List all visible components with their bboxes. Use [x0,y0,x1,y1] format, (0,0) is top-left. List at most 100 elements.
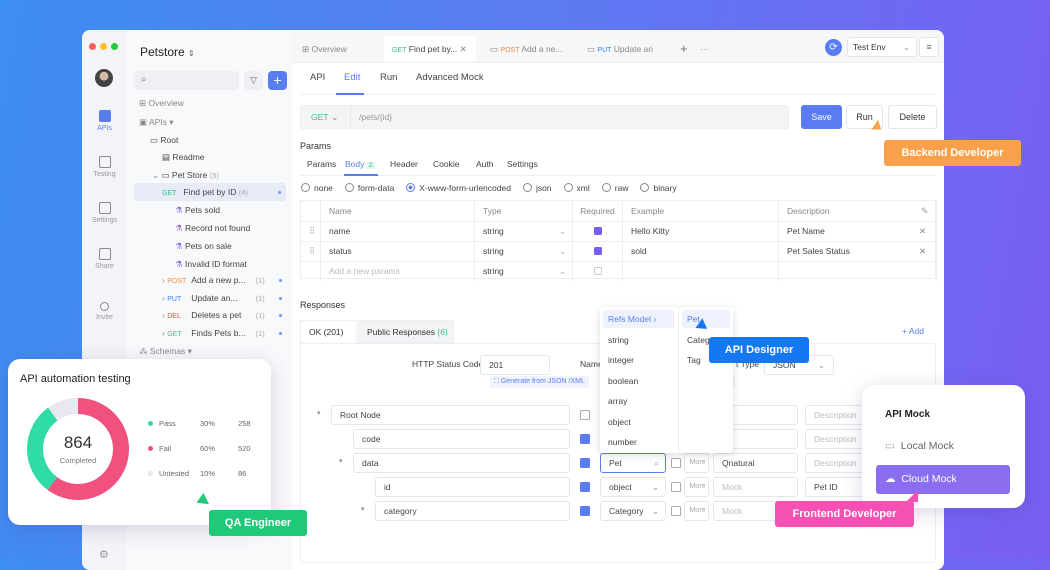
type-option[interactable]: integer [608,355,634,365]
drag-handle-icon[interactable]: ⠿ [309,246,316,256]
more-tabs-button[interactable]: ··· [700,44,709,54]
param-description[interactable]: Pet Name [787,226,825,236]
field-type-select[interactable]: Category ⌄ [600,501,666,521]
new-tab-button[interactable]: + [680,41,688,56]
param-name[interactable]: name [329,226,351,236]
url-input[interactable]: /pets/{id} [359,112,393,122]
delete-button[interactable]: Delete [888,105,937,129]
tree-endpoint[interactable]: › DEL Deletes a pet (1) [127,306,292,324]
rail-item-settings[interactable]: Settings [82,202,127,224]
delete-row-icon[interactable]: ✕ [919,226,927,236]
rail-item-testing[interactable]: Testing [82,156,127,178]
field-name-input[interactable]: data [353,453,570,473]
new-param-input[interactable]: Add a new params [329,266,400,276]
required-checkbox[interactable] [580,458,590,468]
param-name[interactable]: status [329,246,352,256]
method-select[interactable]: GET ⌄ [301,106,351,128]
tree-test-case[interactable]: ⚗ Record not found [127,219,292,237]
params-tab-auth[interactable]: Auth [476,159,494,169]
tab-find-pet[interactable]: GET Find pet by... ✕ [384,36,476,62]
response-tab-ok[interactable]: OK (201) [300,320,357,343]
close-tab-icon[interactable]: ✕ [459,44,467,54]
param-example[interactable]: sold [631,246,647,256]
type-option[interactable]: object [608,417,631,427]
subtab-api[interactable]: API [310,72,326,83]
type-option[interactable]: Refs Model › [608,314,656,324]
type-option[interactable]: boolean [608,376,638,386]
body-type-radio[interactable]: raw [601,183,628,193]
delete-row-icon[interactable]: ✕ [919,246,927,256]
tree-selected-endpoint[interactable]: GET Find pet by ID (4) [134,183,286,201]
required-checkbox[interactable] [580,410,590,420]
description-input[interactable]: Description [805,405,865,425]
params-tab-settings[interactable]: Settings [507,159,538,169]
field-name-input[interactable]: Root Node [331,405,570,425]
tree-apis[interactable]: ▣ APIs ▾ [139,117,174,127]
field-type-select[interactable]: Pet ⌕ [600,453,666,473]
param-description[interactable]: Pet Sales Status [787,246,850,256]
nullable-checkbox[interactable] [671,458,681,468]
required-checkbox[interactable] [594,227,602,235]
body-type-radio[interactable]: form-data [344,183,394,193]
tree-test-case[interactable]: ⚗ Pets on sale [127,237,292,255]
param-type[interactable]: string [483,226,504,236]
rail-item-share[interactable]: Share [82,248,127,270]
add-button[interactable]: + [268,71,287,90]
field-name-input[interactable]: code [353,429,570,449]
more-button[interactable]: More [684,453,709,473]
body-type-radio[interactable]: X-www-form-urlencoded [406,183,511,193]
description-input[interactable]: Pet ID [805,477,865,497]
status-code-input[interactable]: 201 [480,355,550,375]
nullable-checkbox[interactable] [671,482,681,492]
filter-button[interactable]: ▽ [244,71,263,90]
tab-overview[interactable]: ⊞ Overview [294,36,355,62]
project-switcher[interactable]: Petstore ⇕ [140,45,195,59]
add-response-button[interactable]: + Add [902,326,924,336]
tree-endpoint[interactable]: › POST Add a new p... (1) [127,271,292,289]
response-tab-public[interactable]: Public Responses (6) [358,320,454,343]
tree-readme[interactable]: ▤ Readme [127,148,292,166]
avatar[interactable] [95,69,113,87]
required-checkbox[interactable] [580,506,590,516]
collapse-arrow-icon[interactable]: ▾ [361,506,365,513]
required-checkbox[interactable] [594,267,602,275]
tab-add-pet[interactable]: ▭ POST Add a ne... [482,36,571,62]
search-input[interactable]: ⌕ [134,71,239,90]
mock-input[interactable]: Mock [713,477,798,497]
tab-update-pet[interactable]: ▭ PUT Update an [579,36,661,62]
field-name-input[interactable]: id [375,477,570,497]
rail-item-invite[interactable]: Invite [82,302,127,321]
gear-icon[interactable]: ⚙ [99,549,109,561]
more-button[interactable]: More [684,501,709,521]
type-option[interactable]: string [608,335,629,345]
field-name-input[interactable]: category [375,501,570,521]
required-checkbox[interactable] [594,247,602,255]
mock-input[interactable]: Qnatural [713,453,798,473]
save-button[interactable]: Save [801,105,842,129]
nullable-checkbox[interactable] [671,506,681,516]
generate-button[interactable]: ⛶ Generate from JSON /XML [490,376,589,388]
subtab-edit[interactable]: Edit [344,72,361,83]
tree-endpoint[interactable]: › PUT Update an... (1) [127,289,292,307]
edit-columns-icon[interactable]: ✎ [921,206,929,216]
environment-select[interactable]: Test Env ⌄ [847,37,917,57]
description-input[interactable]: Description [805,429,865,449]
tree-pet-store[interactable]: ⌄ ▭ Pet Store (5) [127,166,292,184]
collapse-arrow-icon[interactable]: ▾ [317,410,321,417]
required-checkbox[interactable] [580,482,590,492]
minimize-window-icon[interactable] [100,43,107,50]
body-type-radio[interactable]: json [522,183,552,193]
params-tab-body[interactable]: Body 2 [345,159,375,169]
cloud-mock-option[interactable]: ☁ Cloud Mock [876,465,1010,494]
param-type[interactable]: string [483,246,504,256]
body-type-radio[interactable]: none [301,183,333,193]
body-type-radio[interactable]: binary [640,183,677,193]
subtab-run[interactable]: Run [380,72,398,83]
tree-test-case[interactable]: ⚗ Pets sold [127,201,292,219]
tree-overview[interactable]: ⊞ Overview [127,94,292,112]
model-option[interactable]: Category [687,334,722,345]
model-option[interactable]: Tag [687,355,701,365]
local-mock-option[interactable]: ▭ Local Mock [885,440,954,452]
params-tab-cookie[interactable]: Cookie [433,159,459,169]
tree-schemas[interactable]: ⁂ Schemas ▾ [139,346,192,356]
